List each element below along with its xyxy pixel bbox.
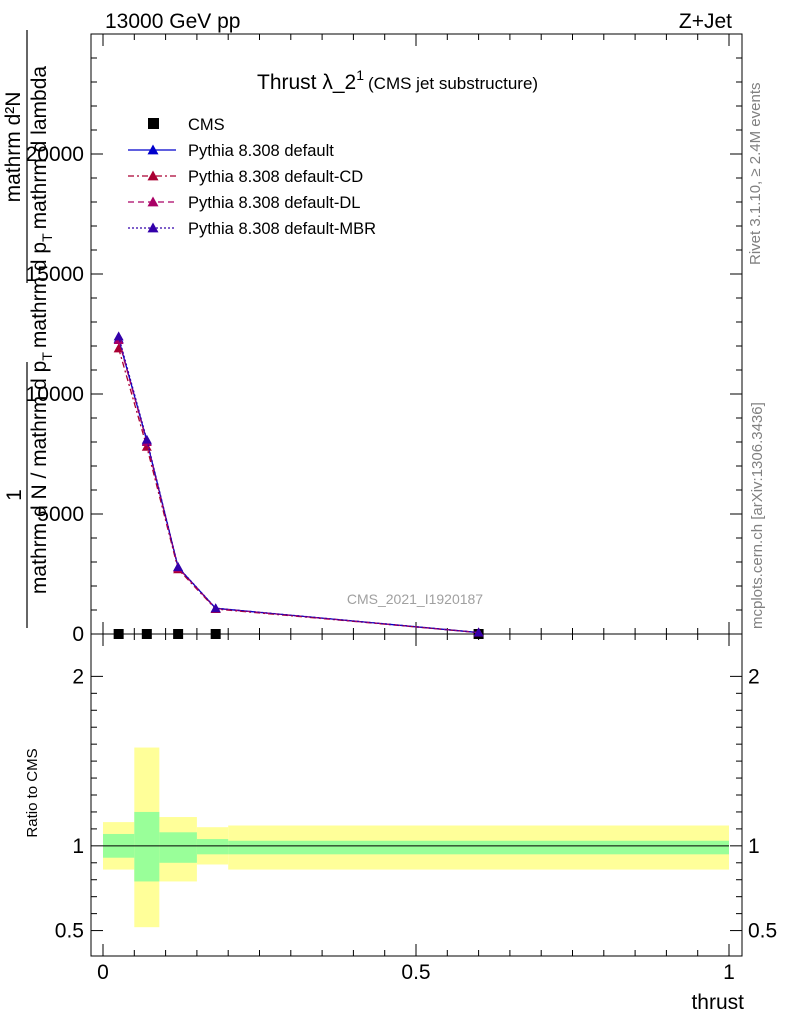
ratio-band-inner-4 xyxy=(228,840,729,855)
series-marker-4 xyxy=(210,603,221,613)
mcplots-label: mcplots.cern.ch [arXiv:1306.3436] xyxy=(749,402,766,629)
ratio-y-tick-label-right: 2 xyxy=(748,665,760,688)
legend-label: Pythia 8.308 default-MBR xyxy=(188,220,376,238)
ratio-y-ticks: 0.5 0.5 1 1 2 2 xyxy=(55,665,777,942)
y-label-line3: mathrm d p xyxy=(28,242,51,348)
y-label-line4: T xyxy=(39,233,55,242)
ratio-panel-frame xyxy=(90,633,743,957)
plot-title-sup: 1 xyxy=(356,67,364,83)
ratio-band-inner-3 xyxy=(196,839,229,855)
x-tick-label: 1 xyxy=(723,961,735,984)
legend: CMS Pythia 8.308 default Pythia 8.308 defa… xyxy=(128,116,376,238)
series-marker-4 xyxy=(141,434,152,444)
plot-title-sub: (CMS jet substructure) xyxy=(368,74,538,93)
y-label-line1: mathrm d N / mathrm d p xyxy=(28,361,51,594)
series-marker-4 xyxy=(113,331,124,341)
cms-data-point xyxy=(141,629,152,639)
header-right: Z+Jet xyxy=(679,10,732,33)
ratio-y-axis-label: Ratio to CMS xyxy=(24,748,41,837)
ratio-y-tick-label-right: 0.5 xyxy=(748,920,777,943)
legend-marker-cms xyxy=(148,118,159,129)
main-y-tick-label: 10000 xyxy=(26,383,84,406)
ratio-band-inner-1 xyxy=(134,811,160,882)
legend-label: Pythia 8.308 default-DL xyxy=(188,194,360,212)
legend-marker xyxy=(147,222,159,233)
legend-label: CMS xyxy=(188,116,225,134)
x-tick-label: 0 xyxy=(97,961,109,984)
ratio-y-tick-label: 2 xyxy=(72,665,84,688)
ratio-band-inner-2 xyxy=(159,832,197,863)
ratio-y-tick-label: 1 xyxy=(72,835,84,858)
series-line-4 xyxy=(118,336,479,634)
legend-marker xyxy=(147,144,159,155)
x-axis-label: thrust xyxy=(691,991,744,1014)
plot-title: Thrust λ_21 (CMS jet substructure) xyxy=(257,67,538,94)
rivet-version-label: Rivet 3.1.10, ≥ 2.4M events xyxy=(747,83,764,266)
y-label-line5: mathrm d lambda xyxy=(28,66,51,230)
ratio-y-tick-label-right: 1 xyxy=(748,835,760,858)
legend-marker xyxy=(147,196,159,207)
series-line-2 xyxy=(118,348,479,634)
ratio-bands xyxy=(103,747,729,928)
main-x-ticks xyxy=(102,34,730,634)
series-marker-4 xyxy=(173,562,184,572)
y-label-numerator: 1 xyxy=(3,489,26,501)
ratio-y-tick-label: 0.5 xyxy=(55,920,84,943)
y-label-d2n: mathrm d²N xyxy=(2,92,25,203)
series-marker-4 xyxy=(473,627,484,637)
legend-marker xyxy=(147,170,159,181)
legend-label: Pythia 8.308 default xyxy=(188,142,334,160)
ratio-x-ticks: 0 0.5 1 xyxy=(97,634,735,984)
y-label-line2: T xyxy=(39,352,55,361)
main-y-tick-label: 15000 xyxy=(26,263,84,286)
main-y-tick-label: 0 xyxy=(72,623,84,646)
cms-data-point xyxy=(210,629,221,639)
legend-label: Pythia 8.308 default-CD xyxy=(188,168,363,186)
y-label-denominator: mathrm d N / mathrm d pTmathrm d pTmathr… xyxy=(28,66,55,594)
x-tick-label: 0.5 xyxy=(401,961,430,984)
main-y-ticks: 0 5000 10000 15000 20000 xyxy=(26,57,742,646)
series-line-1 xyxy=(118,338,479,634)
cms-data-point xyxy=(113,629,124,639)
analysis-watermark: CMS_2021_I1920187 xyxy=(347,591,483,607)
main-y-tick-label: 20000 xyxy=(26,143,84,166)
main-y-axis-label: 1 mathrm d²N mathrm d N / mathrm d pTmat… xyxy=(2,30,55,628)
series-layer xyxy=(113,331,484,639)
series-line-3 xyxy=(118,339,479,634)
header-left: 13000 GeV pp xyxy=(105,10,240,33)
main-y-tick-label: 5000 xyxy=(37,503,84,526)
cms-data-point xyxy=(173,629,184,639)
plot-title-main: Thrust λ_2 xyxy=(257,71,356,94)
